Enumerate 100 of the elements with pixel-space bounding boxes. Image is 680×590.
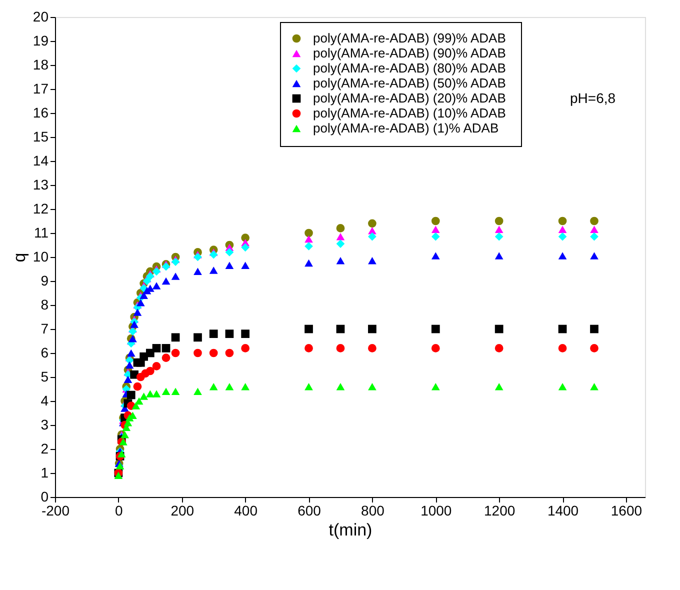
point [590, 382, 598, 390]
point [336, 324, 345, 334]
point [225, 330, 234, 338]
legend-label: poly(AMA-re-ADAB) (1)% ADAB [313, 120, 499, 136]
point [431, 344, 440, 352]
point [133, 382, 142, 391]
point [152, 344, 161, 352]
point [304, 242, 313, 250]
point [136, 298, 145, 306]
y-tick-label: 18 [32, 56, 49, 72]
point [336, 256, 345, 264]
x-tick-label: 1200 [484, 502, 516, 518]
point [194, 388, 202, 396]
y-tick-label: 16 [32, 104, 49, 120]
annotation: pH=6,8 [570, 90, 616, 106]
point [171, 348, 180, 358]
point [130, 320, 138, 328]
point [558, 252, 567, 260]
point [304, 235, 313, 243]
point [126, 349, 136, 357]
point [590, 324, 598, 334]
legend-label: poly(AMA-re-ADAB) (20)% ADAB [313, 90, 506, 106]
point [368, 344, 376, 352]
point [241, 382, 250, 390]
y-tick-label: 13 [32, 176, 49, 192]
x-tick-label: 0 [115, 502, 124, 518]
y-tick-label: 2 [40, 440, 49, 456]
y-tick-label: 14 [32, 152, 49, 168]
x-tick-label: 1600 [610, 502, 642, 518]
point [558, 324, 567, 334]
point [171, 258, 180, 266]
point [241, 234, 250, 242]
point [336, 232, 345, 240]
y-tick-label: 7 [40, 320, 49, 336]
point [194, 252, 202, 262]
point [590, 232, 598, 241]
point [152, 282, 161, 290]
point [368, 232, 376, 241]
point [241, 344, 250, 352]
legend-label: poly(AMA-re-ADAB) (10)% ADAB [313, 106, 506, 120]
y-tick-label: 8 [40, 296, 49, 312]
point [117, 450, 126, 458]
point [494, 232, 504, 241]
point [558, 216, 567, 226]
point [494, 252, 504, 260]
point [146, 390, 154, 398]
point [304, 324, 313, 334]
point [558, 382, 567, 390]
y-tick-label: 15 [32, 128, 49, 144]
point [162, 277, 170, 285]
point [194, 333, 202, 342]
point [146, 366, 154, 376]
point [241, 243, 250, 252]
point [225, 262, 234, 270]
point [494, 344, 504, 352]
point [304, 228, 313, 238]
point [558, 232, 567, 241]
point [368, 219, 376, 228]
legend-label: poly(AMA-re-ADAB) (80)% ADAB [313, 60, 506, 76]
x-tick-label: 800 [361, 502, 385, 518]
y-tick-label: 12 [32, 200, 49, 216]
point [431, 382, 440, 390]
y-tick-label: 5 [40, 368, 49, 384]
point [431, 252, 440, 260]
point [225, 348, 234, 358]
point [336, 382, 345, 390]
point [128, 327, 137, 336]
point [152, 390, 161, 398]
point [152, 362, 161, 370]
y-tick-label: 6 [40, 344, 49, 360]
y-tick-label: 9 [40, 272, 49, 288]
point [368, 256, 376, 264]
point [304, 259, 313, 267]
x-tick-label: 600 [298, 502, 322, 518]
point [304, 344, 313, 352]
point [225, 382, 234, 390]
point [171, 388, 180, 396]
point [590, 252, 598, 260]
point [171, 333, 180, 342]
point [209, 382, 218, 390]
y-tick-label: 4 [40, 392, 49, 408]
y-tick-label: 17 [32, 80, 49, 96]
point [368, 324, 376, 334]
y-tick-label: 10 [32, 248, 49, 264]
y-tick-label: 1 [40, 464, 49, 480]
point [194, 268, 202, 276]
point [142, 276, 152, 286]
y-tick-label: 20 [32, 8, 49, 24]
y-tick-label: 11 [34, 224, 49, 240]
point [431, 232, 440, 241]
point [558, 226, 567, 234]
point [126, 390, 136, 400]
point [133, 308, 142, 316]
point [209, 348, 218, 358]
point [336, 344, 345, 352]
x-tick-label: -200 [41, 502, 70, 518]
point [494, 324, 504, 334]
point [152, 267, 161, 276]
point [241, 330, 250, 338]
legend-label: poly(AMA-re-ADAB) (50)% ADAB [313, 76, 506, 90]
